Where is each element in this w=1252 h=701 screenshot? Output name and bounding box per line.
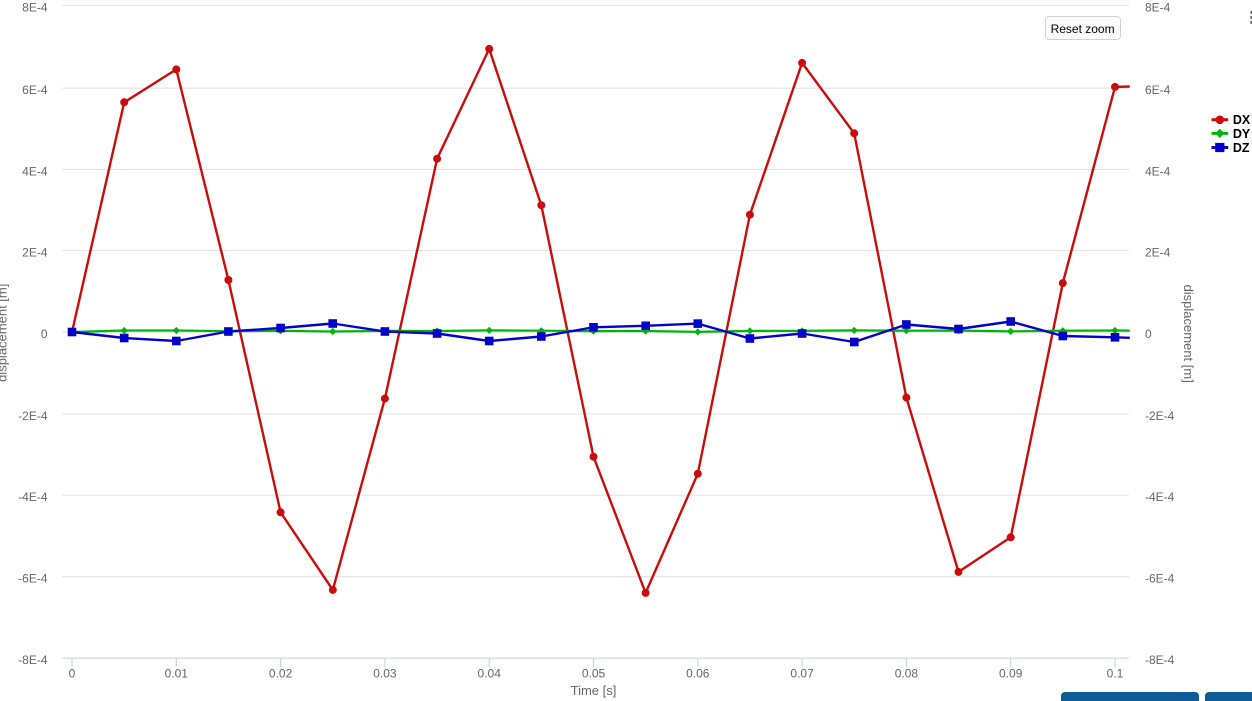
svg-text:2E-4: 2E-4 [1145,246,1171,260]
svg-text:-2E-4: -2E-4 [18,409,48,423]
svg-text:4E-4: 4E-4 [22,164,48,178]
svg-text:-4E-4: -4E-4 [18,490,48,504]
svg-text:0.06: 0.06 [686,667,710,681]
svg-text:0.07: 0.07 [790,667,814,681]
svg-text:0: 0 [1145,327,1152,341]
svg-text:DZ: DZ [1233,141,1250,155]
svg-text:0: 0 [69,667,76,681]
svg-text:-2E-4: -2E-4 [1145,409,1175,423]
svg-text:8E-4: 8E-4 [1145,0,1171,14]
svg-text:6E-4: 6E-4 [22,83,48,97]
svg-text:0.1: 0.1 [1107,667,1124,681]
svg-text:DY: DY [1233,127,1251,141]
svg-text:displacement [m]: displacement [m] [1181,285,1196,383]
svg-text:-4E-4: -4E-4 [1145,490,1175,504]
svg-text:8E-4: 8E-4 [22,0,48,14]
svg-text:DX: DX [1233,113,1251,127]
svg-text:0: 0 [41,327,48,341]
svg-text:-8E-4: -8E-4 [18,653,48,667]
svg-text:2E-4: 2E-4 [22,246,48,260]
svg-text:0.08: 0.08 [895,667,919,681]
svg-text:0.03: 0.03 [373,667,397,681]
svg-text:0.05: 0.05 [582,667,606,681]
svg-text:-6E-4: -6E-4 [1145,572,1175,586]
svg-text:0.01: 0.01 [165,667,189,681]
svg-text:displacement [m]: displacement [m] [0,284,9,382]
svg-text:4E-4: 4E-4 [1145,164,1171,178]
svg-text:0.04: 0.04 [478,667,502,681]
svg-text:Time [s]: Time [s] [571,683,617,698]
svg-text:-8E-4: -8E-4 [1145,653,1175,667]
svg-text:0.02: 0.02 [269,667,293,681]
svg-text:-6E-4: -6E-4 [18,572,48,586]
svg-text:6E-4: 6E-4 [1145,83,1171,97]
svg-text:0.09: 0.09 [999,667,1023,681]
